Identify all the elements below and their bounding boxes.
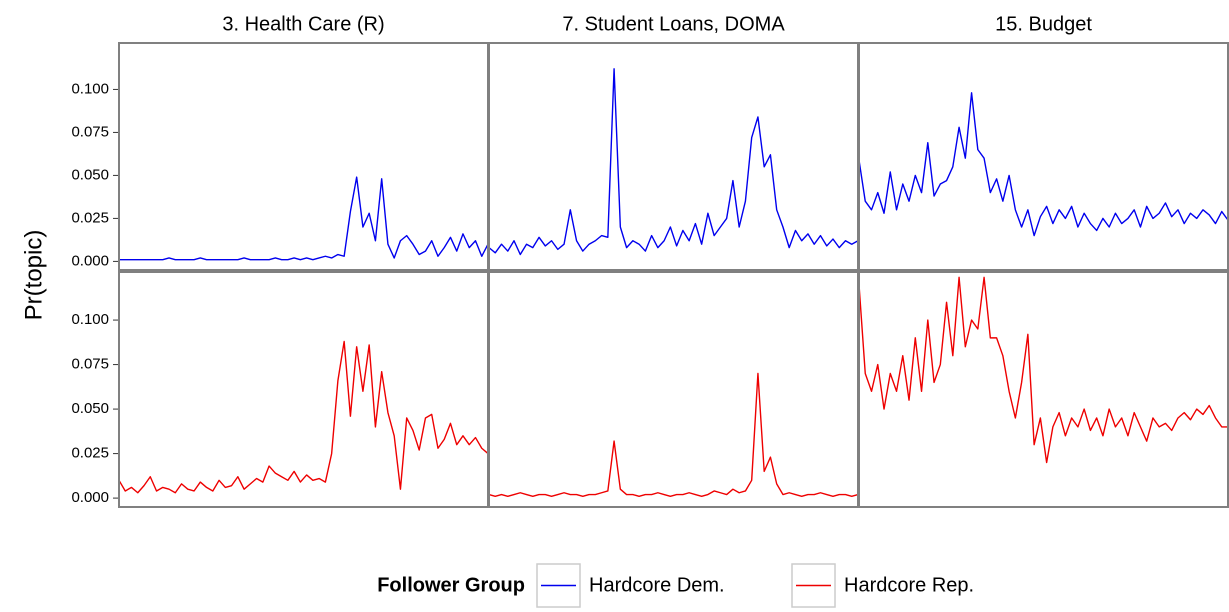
y-tick-label: 0.100 bbox=[71, 311, 109, 328]
y-tick-label: 0.075 bbox=[71, 123, 109, 140]
facet-title: 7. Student Loans, DOMA bbox=[562, 13, 785, 35]
panel-border bbox=[858, 42, 1229, 271]
facet-title: 3. Health Care (R) bbox=[222, 13, 384, 35]
y-tick-label: 0.075 bbox=[71, 356, 109, 373]
y-tick-label: 0.025 bbox=[71, 209, 109, 226]
y-tick-label: 0.000 bbox=[71, 252, 109, 269]
legend-label: Hardcore Dem. bbox=[589, 574, 725, 596]
series-line bbox=[119, 176, 489, 261]
facet-title: 15. Budget bbox=[995, 13, 1092, 35]
series-line bbox=[858, 92, 1229, 237]
panel-border bbox=[118, 271, 489, 508]
legend-title: Follower Group bbox=[377, 574, 525, 596]
y-tick-label: 0.050 bbox=[71, 166, 109, 183]
y-axis-label: Pr(topic) bbox=[20, 230, 47, 321]
y-tick-label: 0.025 bbox=[71, 445, 109, 462]
legend-label: Hardcore Rep. bbox=[844, 574, 974, 596]
panel-border bbox=[858, 271, 1229, 508]
series-line bbox=[488, 372, 859, 498]
panel-border bbox=[118, 42, 489, 271]
panel-border bbox=[488, 271, 859, 508]
series-line bbox=[858, 276, 1228, 464]
y-tick-label: 0.100 bbox=[71, 80, 109, 97]
y-tick-label: 0.050 bbox=[71, 400, 109, 417]
series-line bbox=[488, 68, 859, 256]
series-line bbox=[118, 340, 489, 494]
y-tick-label: 0.000 bbox=[71, 489, 109, 506]
